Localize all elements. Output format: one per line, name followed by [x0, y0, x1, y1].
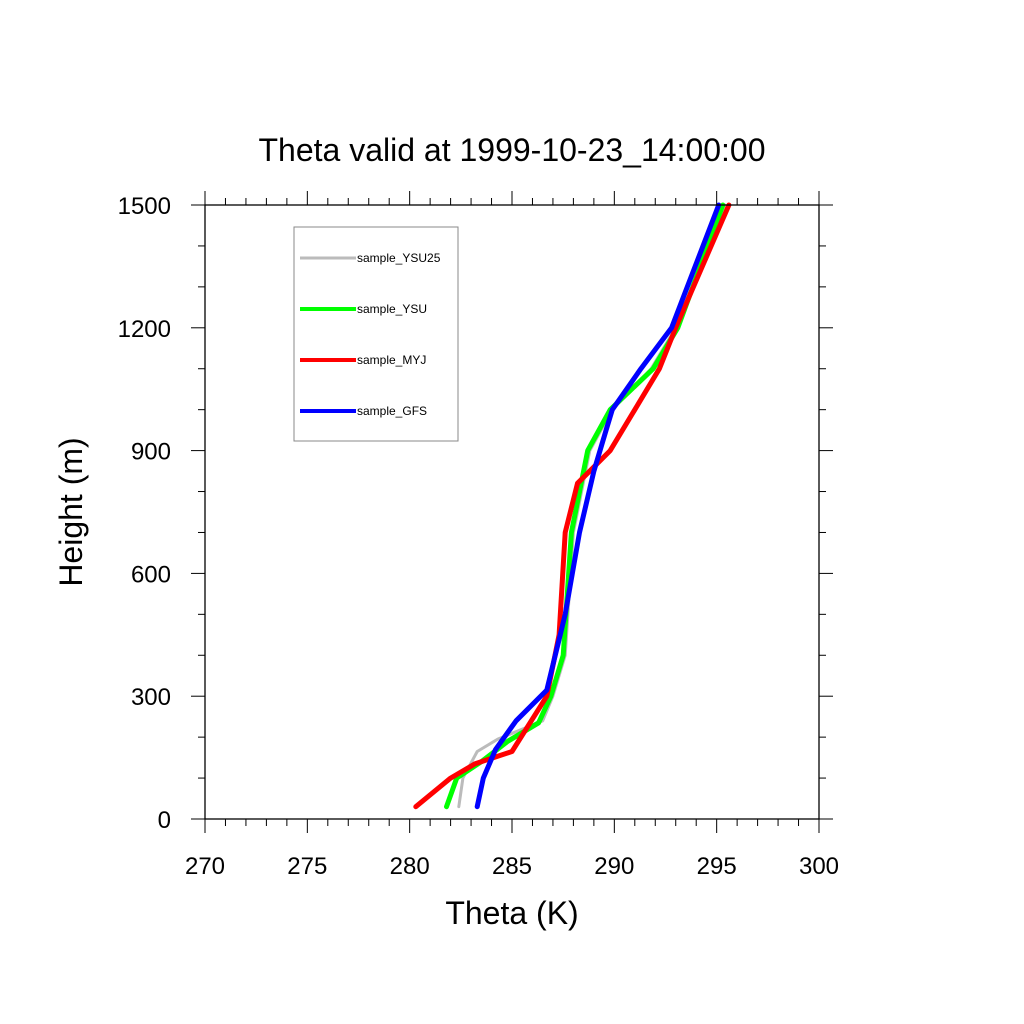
x-tick-label: 280: [390, 853, 430, 880]
y-tick-label: 600: [131, 561, 171, 588]
y-tick-label: 1200: [118, 316, 171, 343]
legend-items: sample_YSU25 sample_YSU sample_MYJ sample_G…: [300, 251, 441, 418]
legend-label: sample_MYJ: [357, 353, 426, 367]
axes-layer: [191, 191, 833, 833]
legend-box: [293, 226, 459, 442]
y-tick-labels: 0 300 600 900 1200 1500: [118, 193, 171, 834]
series-line-sample_MYJ: [413, 202, 732, 810]
series-line-sample_GFS: [474, 202, 722, 810]
y-tick-label: 1500: [118, 193, 171, 220]
y-tick-label: 900: [131, 439, 171, 466]
x-tick-label: 285: [492, 853, 532, 880]
legend: sample_YSU25 sample_YSU sample_MYJ sample_G…: [293, 226, 459, 442]
x-axis-label: Theta (K): [445, 895, 578, 931]
x-tick-labels: 270 275 280 285 290 295 300: [185, 853, 839, 880]
x-tick-label: 290: [594, 853, 634, 880]
x-tick-label: 270: [185, 853, 225, 880]
legend-label: sample_GFS: [357, 404, 427, 418]
legend-label: sample_YSU25: [357, 251, 441, 265]
x-tick-label: 295: [697, 853, 737, 880]
x-tick-label: 300: [799, 853, 839, 880]
y-axis-label: Height (m): [53, 437, 89, 586]
legend-label: sample_YSU: [357, 302, 427, 316]
chart-title: Theta valid at 1999-10-23_14:00:00: [258, 132, 765, 168]
x-tick-label: 275: [287, 853, 327, 880]
series-layer: [413, 202, 732, 810]
y-tick-label: 0: [158, 807, 171, 834]
y-tick-label: 300: [131, 684, 171, 711]
